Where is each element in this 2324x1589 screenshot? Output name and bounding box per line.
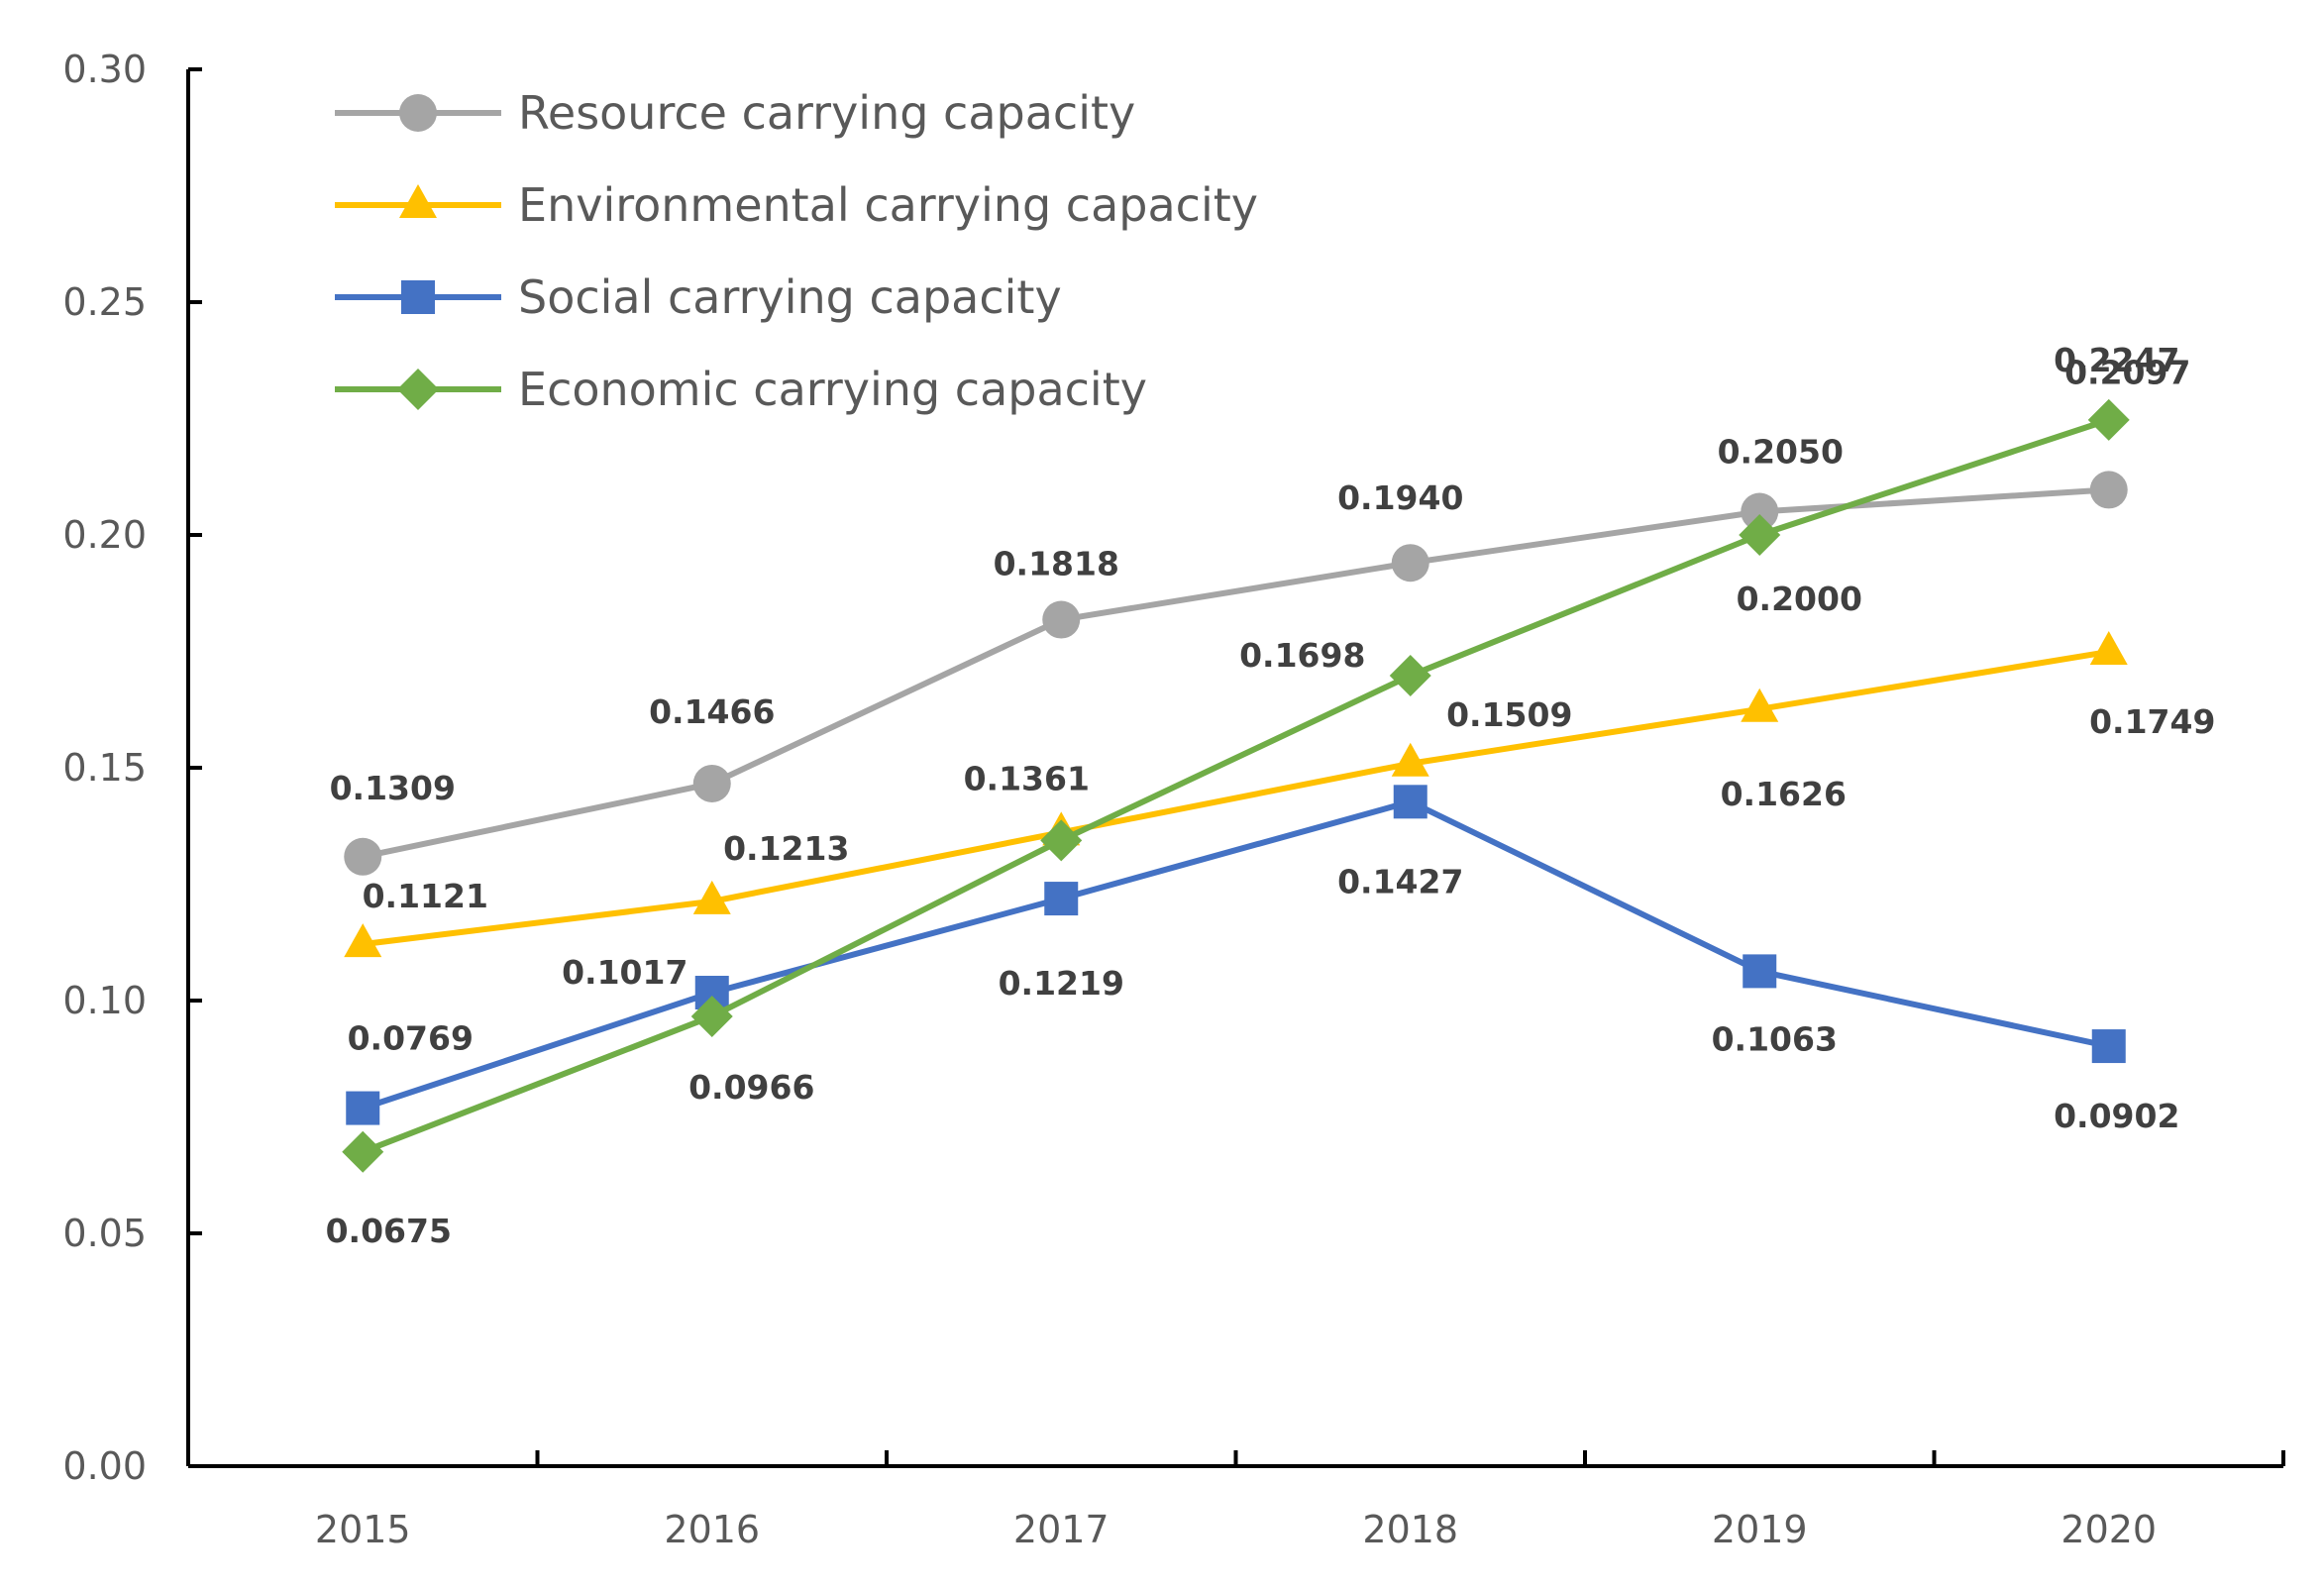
legend-label: Resource carrying capacity <box>518 86 1135 140</box>
series-line <box>362 798 2110 1112</box>
data-label: 0.0902 <box>2054 1097 2179 1135</box>
data-label: 0.1427 <box>1337 862 1463 900</box>
data-point <box>342 1130 384 1173</box>
legend-item: Social carrying capacity <box>335 270 1062 324</box>
legend-item: Economic carrying capacity <box>335 363 1147 416</box>
data-label: 0.1017 <box>562 953 687 992</box>
legend-marker <box>399 184 437 218</box>
data-label: 0.0675 <box>326 1212 452 1250</box>
data-label: 0.0966 <box>688 1068 814 1107</box>
legend-marker <box>397 369 439 410</box>
x-tick-label: 2019 <box>1712 1508 1808 1551</box>
y-tick-label: 0.25 <box>62 280 147 324</box>
data-label: 0.2000 <box>1737 580 1862 618</box>
data-label: 0.1626 <box>1721 775 1847 813</box>
x-tick-label: 2018 <box>1362 1508 1458 1551</box>
legend-marker <box>399 94 437 132</box>
data-point <box>346 1091 380 1125</box>
data-label: 0.2050 <box>1718 433 1844 472</box>
legend-label: Social carrying capacity <box>518 270 1062 324</box>
series-circle <box>344 471 2128 876</box>
series-diamond <box>342 398 2130 1173</box>
y-tick-label: 0.15 <box>62 746 147 790</box>
legend-marker <box>401 280 435 314</box>
data-label: 0.1466 <box>649 692 775 731</box>
data-point <box>2089 471 2128 509</box>
legend-item: Environmental carrying capacity <box>335 178 1258 232</box>
data-label: 0.1213 <box>723 829 849 868</box>
data-label: 0.2097 <box>2064 353 2190 391</box>
data-label: 0.2247 <box>2054 341 2179 379</box>
legend-label: Environmental carrying capacity <box>518 178 1258 232</box>
x-tick-label: 2015 <box>315 1508 411 1551</box>
data-label: 0.1309 <box>330 769 456 807</box>
chart-series <box>342 398 2130 1173</box>
data-point <box>690 995 733 1037</box>
data-point <box>344 837 382 876</box>
data-point <box>2091 1029 2126 1064</box>
data-label: 0.1698 <box>1239 636 1365 675</box>
chart-axes: 0.00 0.05 0.10 0.15 0.20 0.25 0.30 2015 2016 2017… <box>62 48 2285 1551</box>
x-tick-label: 2017 <box>1013 1508 1109 1551</box>
x-tick-label: 2020 <box>2060 1508 2157 1551</box>
data-label: 0.1940 <box>1337 478 1463 517</box>
data-point <box>1044 882 1079 916</box>
x-tick-label: 2016 <box>664 1508 760 1551</box>
legend-item: Resource carrying capacity <box>335 86 1135 140</box>
y-tick-label: 0.30 <box>62 48 147 91</box>
data-point <box>344 923 382 958</box>
data-point <box>1741 492 1779 531</box>
data-label: 0.1121 <box>363 877 488 915</box>
legend-label: Economic carrying capacity <box>518 363 1147 416</box>
series-line <box>362 486 2109 860</box>
data-label: 0.1749 <box>2089 702 2215 741</box>
y-tick-label: 0.10 <box>62 979 147 1022</box>
y-tick-label: 0.05 <box>62 1212 147 1255</box>
series-line <box>362 417 2110 1155</box>
data-point <box>1393 785 1427 819</box>
y-tick-label: 0.00 <box>62 1444 147 1488</box>
data-point <box>1391 742 1429 777</box>
data-point <box>1743 954 1777 989</box>
data-point <box>1042 600 1081 639</box>
data-label: 0.1219 <box>999 964 1124 1003</box>
data-label: 0.0769 <box>348 1019 474 1058</box>
data-point <box>1391 544 1429 583</box>
data-point <box>1040 819 1083 862</box>
series-line <box>362 649 2110 948</box>
data-point <box>2089 630 2128 665</box>
y-tick-label: 0.20 <box>62 513 147 557</box>
data-point <box>1389 654 1431 696</box>
data-point <box>1741 688 1779 722</box>
chart-data-labels: 0.1309 0.1466 0.1818 0.1940 0.2050 0.2097 0.11… <box>326 341 2216 1250</box>
data-point <box>692 880 731 914</box>
chart-legend: Resource carrying capacity Environmental … <box>335 86 1258 416</box>
data-point <box>1739 514 1781 556</box>
data-label: 0.1509 <box>1446 695 1572 734</box>
data-point <box>2087 398 2130 441</box>
data-point <box>692 764 731 802</box>
series-triangle <box>344 630 2128 958</box>
data-label: 0.1818 <box>994 545 1119 583</box>
series-square <box>346 785 2126 1125</box>
data-label: 0.1361 <box>964 759 1090 797</box>
data-label: 0.1063 <box>1712 1019 1838 1058</box>
